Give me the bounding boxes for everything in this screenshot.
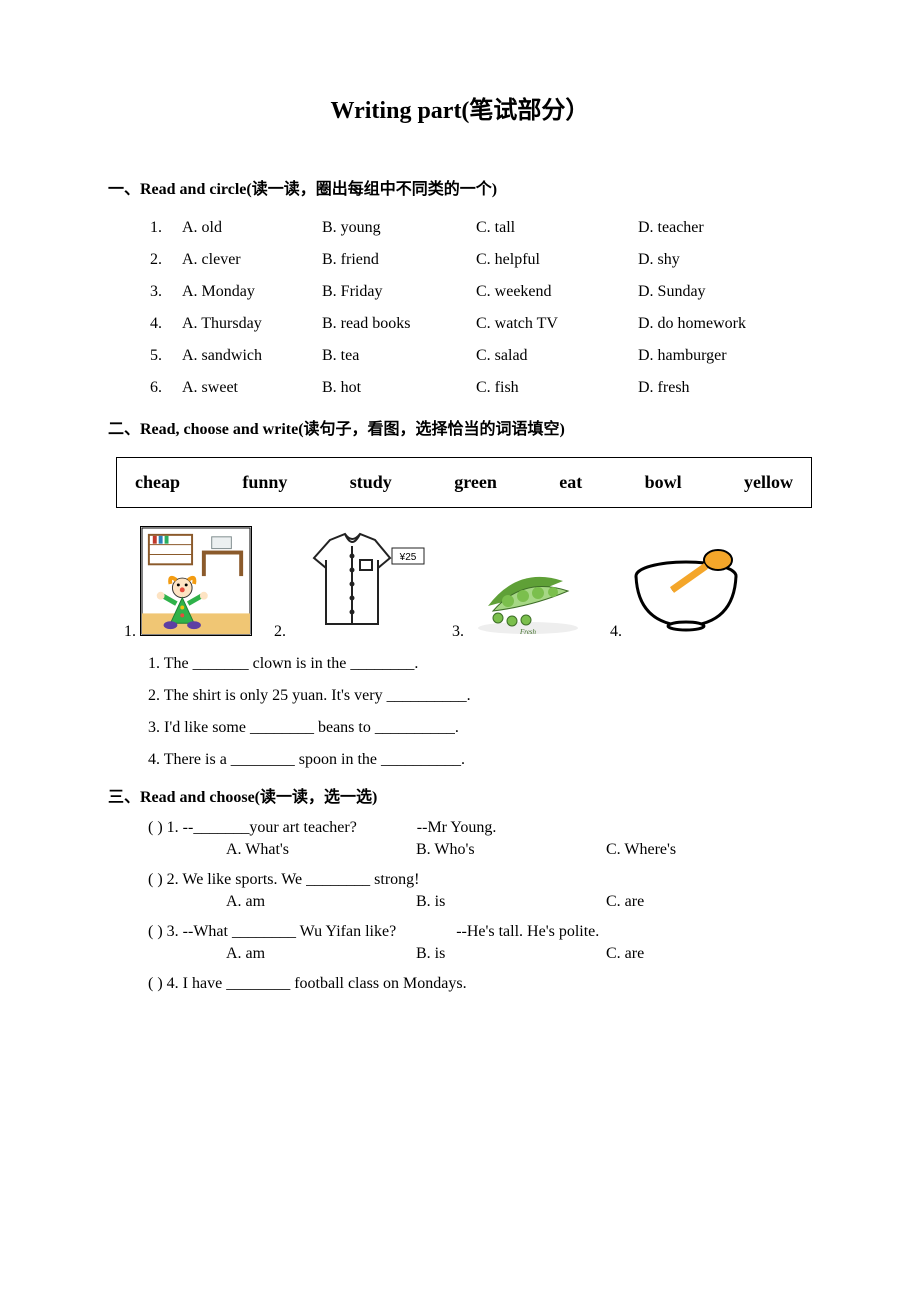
q3-opt-b: B. is [416,893,606,911]
q1-opt-c: C. fish [476,373,636,403]
q3-question-line: ( ) 4. I have ________ football class on… [148,975,820,993]
word-bank-item: bowl [645,472,682,493]
q3-stem: ( ) 4. I have ________ football class on… [148,975,467,992]
q3-answer: --Mr Young. [417,819,497,837]
section-3-block: ( ) 1. --_______your art teacher? --Mr Yo… [148,819,820,993]
word-bank-item: green [454,472,497,493]
q1-opt-d: D. Sunday [638,277,798,307]
word-bank-item: yellow [744,472,793,493]
q1-opt-a: A. clever [182,245,320,275]
q1-opt-b: B. tea [322,341,474,371]
peas-icon: Fresh [468,556,588,641]
q3-question-line: ( ) 2. We like sports. We ________ stron… [148,871,820,889]
image-item-1: 1. [124,526,252,641]
q1-opt-a: A. old [182,213,320,243]
shirt-icon: ¥25 [290,528,430,641]
image-label-3: 3. [452,623,464,641]
q1-opt-a: A. sandwich [182,341,320,371]
table-row: 1.A. oldB. youngC. tallD. teacher [150,213,798,243]
q1-opt-d: D. shy [638,245,798,275]
q1-opt-d: D. fresh [638,373,798,403]
q3-opt-a: A. am [226,893,416,911]
table-row: 3.A. MondayB. FridayC. weekendD. Sunday [150,277,798,307]
q1-num: 4. [150,309,180,339]
image-label-4: 4. [610,623,622,641]
q1-opt-c: C. tall [476,213,636,243]
fill-sentences: 1. The _______ clown is in the ________.… [148,655,820,769]
table-row: 2.A. cleverB. friendC. helpfulD. shy [150,245,798,275]
images-row: 1. [124,526,820,641]
clown-study-icon [140,526,252,641]
q3-opt-c: C. are [606,945,756,963]
image-item-2: 2. [274,528,430,641]
q1-opt-b: B. Friday [322,277,474,307]
q3-options: A. What'sB. Who'sC. Where's [226,841,820,859]
q1-opt-a: A. sweet [182,373,320,403]
q3-question-line: ( ) 3. --What ________ Wu Yifan like? --H… [148,923,820,941]
word-bank: cheap funny study green eat bowl yellow [116,457,812,508]
q3-stem: ( ) 2. We like sports. We ________ stron… [148,871,419,888]
q1-opt-b: B. hot [322,373,474,403]
fill-sentence-4: 4. There is a ________ spoon in the ____… [148,751,820,769]
image-label-2: 2. [274,623,286,641]
page: Writing part(笔试部分） 一、Read and circle(读一读… [0,0,920,1057]
q1-num: 5. [150,341,180,371]
q3-stem: ( ) 3. --What ________ Wu Yifan like? [148,923,396,940]
page-title: Writing part(笔试部分） [100,90,820,125]
table-row: 6.A. sweetB. hotC. fishD. fresh [150,373,798,403]
word-bank-item: study [350,472,392,493]
q3-options: A. amB. isC. are [226,945,820,963]
fill-sentence-3: 3. I'd like some ________ beans to _____… [148,719,820,737]
bowl-spoon-icon [626,546,756,641]
q3-opt-b: B. is [416,945,606,963]
q3-stem: ( ) 1. --_______your art teacher? [148,819,357,836]
q1-opt-c: C. helpful [476,245,636,275]
section-1-table: 1.A. oldB. youngC. tallD. teacher2.A. cl… [148,211,800,405]
image-item-3: 3. Fresh [452,556,588,641]
q3-answer: --He's tall. He's polite. [456,923,599,941]
q3-question-line: ( ) 1. --_______your art teacher? --Mr Yo… [148,819,820,837]
q3-opt-a: A. am [226,945,416,963]
q3-opt-c: C. Where's [606,841,756,859]
q1-opt-c: C. salad [476,341,636,371]
image-item-4: 4. [610,546,756,641]
q1-opt-b: B. friend [322,245,474,275]
table-row: 4.A. ThursdayB. read booksC. watch TVD. … [150,309,798,339]
word-bank-item: cheap [135,472,180,493]
q1-opt-a: A. Monday [182,277,320,307]
fill-sentence-1: 1. The _______ clown is in the ________. [148,655,820,673]
q1-num: 6. [150,373,180,403]
q1-opt-a: A. Thursday [182,309,320,339]
q1-num: 3. [150,277,180,307]
q1-opt-d: D. do homework [638,309,798,339]
q1-num: 2. [150,245,180,275]
q1-opt-c: C. watch TV [476,309,636,339]
q1-opt-b: B. young [322,213,474,243]
table-row: 5.A. sandwichB. teaC. saladD. hamburger [150,341,798,371]
q1-opt-c: C. weekend [476,277,636,307]
q1-opt-d: D. hamburger [638,341,798,371]
q3-opt-b: B. Who's [416,841,606,859]
q1-opt-d: D. teacher [638,213,798,243]
q3-options: A. amB. isC. are [226,893,820,911]
word-bank-item: eat [559,472,582,493]
q1-opt-b: B. read books [322,309,474,339]
image-label-1: 1. [124,623,136,641]
q3-opt-c: C. are [606,893,756,911]
q3-opt-a: A. What's [226,841,416,859]
section-3-heading: 三、Read and choose(读一读，选一选) [108,783,820,807]
word-bank-item: funny [242,472,287,493]
q1-num: 1. [150,213,180,243]
fill-sentence-2: 2. The shirt is only 25 yuan. It's very … [148,687,820,705]
price-text: ¥25 [399,552,417,563]
section-2-heading: 二、Read, choose and write(读句子，看图，选择恰当的词语填… [108,415,820,439]
section-1-heading: 一、Read and circle(读一读，圈出每组中不同类的一个) [108,175,820,199]
svg-text:Fresh: Fresh [519,628,537,636]
